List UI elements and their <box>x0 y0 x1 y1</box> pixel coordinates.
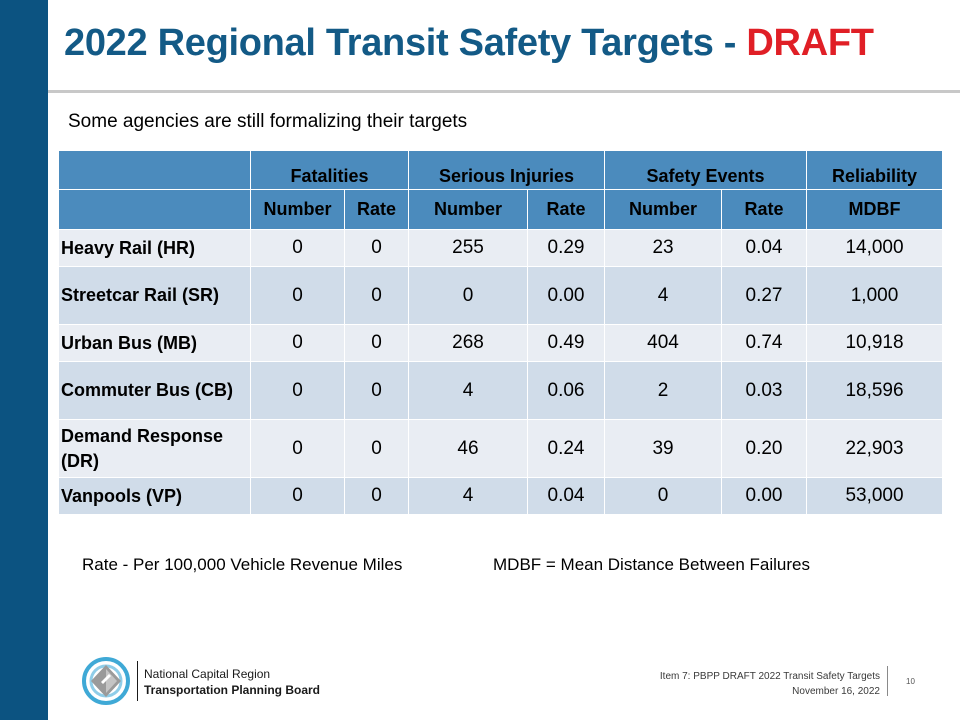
table-cell: 0.04 <box>721 229 808 267</box>
footer-item-date: November 16, 2022 <box>792 686 880 697</box>
table-cell: 0 <box>250 477 345 515</box>
table-row: Heavy Rail (HR) 0 0 255 0.29 23 0.04 14,… <box>58 229 944 267</box>
logo-divider <box>137 661 138 701</box>
group-header-serious-injuries: Serious Injuries <box>407 150 606 190</box>
table-cell: 0 <box>344 361 409 420</box>
footer-divider <box>887 666 888 696</box>
sub-header-fatalities-rate: Rate <box>344 189 409 230</box>
table-cell: 0 <box>250 266 345 325</box>
slide-subtitle: Some agencies are still formalizing thei… <box>68 111 468 132</box>
table-row: Streetcar Rail (SR) 0 0 0 0.00 4 0.27 1,… <box>58 266 944 325</box>
header-corner <box>58 150 251 190</box>
table-cell: 0 <box>250 361 345 420</box>
mode-label: Heavy Rail (HR) <box>58 229 251 267</box>
table-cell: 0 <box>344 229 409 267</box>
title-draft-label: DRAFT <box>746 22 874 64</box>
table-cell: 0.24 <box>526 419 606 478</box>
sub-header-injuries-number: Number <box>408 189 528 230</box>
table-cell: 0 <box>344 477 409 515</box>
table-cell: 4 <box>408 477 528 515</box>
table-cell: 0 <box>344 419 409 478</box>
group-header-row: Fatalities Serious Injuries Safety Event… <box>58 150 944 190</box>
table-cell: 0 <box>250 229 345 267</box>
page-number: 10 <box>906 677 915 686</box>
table-cell: 404 <box>604 324 723 362</box>
sub-header-injuries-rate: Rate <box>526 189 606 230</box>
sub-header-row: Number Rate Number Rate Number Rate MDBF <box>58 189 944 230</box>
table-cell: 0 <box>604 477 723 515</box>
table-cell: 0.29 <box>526 229 606 267</box>
table-cell: 4 <box>604 266 723 325</box>
sub-header-events-number: Number <box>604 189 723 230</box>
mode-label: Demand Response (DR) <box>58 419 251 478</box>
table-cell: 0.20 <box>721 419 808 478</box>
left-accent-bar <box>0 0 48 720</box>
sub-header-corner <box>58 189 251 230</box>
mode-label: Vanpools (VP) <box>58 477 251 515</box>
table-cell: 255 <box>408 229 528 267</box>
table-row: Demand Response (DR) 0 0 46 0.24 39 0.20… <box>58 419 944 478</box>
mode-label: Commuter Bus (CB) <box>58 361 251 420</box>
table-cell: 53,000 <box>806 477 944 515</box>
group-header-reliability: Reliability <box>806 150 944 190</box>
table-cell: 0.27 <box>721 266 808 325</box>
table-cell: 0 <box>344 324 409 362</box>
footer-item-info: Item 7: PBPP DRAFT 2022 Transit Safety T… <box>660 669 880 699</box>
sub-header-events-rate: Rate <box>721 189 808 230</box>
group-header-safety-events: Safety Events <box>604 150 808 190</box>
mode-label: Streetcar Rail (SR) <box>58 266 251 325</box>
table-row: Vanpools (VP) 0 0 4 0.04 0 0.00 53,000 <box>58 477 944 515</box>
table-cell: 0.04 <box>526 477 606 515</box>
table-cell: 46 <box>408 419 528 478</box>
org-name-line2: Transportation Planning Board <box>144 683 321 697</box>
footer-item-title: Item 7: PBPP DRAFT 2022 Transit Safety T… <box>659 671 880 682</box>
table-cell: 0.06 <box>526 361 606 420</box>
group-header-fatalities: Fatalities <box>250 150 409 190</box>
table-row: Commuter Bus (CB) 0 0 4 0.06 2 0.03 18,5… <box>58 361 944 420</box>
table-cell: 14,000 <box>806 229 944 267</box>
table-cell: 0.03 <box>721 361 808 420</box>
table-cell: 23 <box>604 229 723 267</box>
rate-footnote: Rate - Per 100,000 Vehicle Revenue Miles <box>82 555 403 574</box>
safety-targets-table: Fatalities Serious Injuries Safety Event… <box>58 150 944 515</box>
table-cell: 0.49 <box>526 324 606 362</box>
table-cell: 4 <box>408 361 528 420</box>
table-cell: 10,918 <box>806 324 944 362</box>
title-divider <box>48 90 960 93</box>
table-cell: 22,903 <box>806 419 944 478</box>
table-cell: 18,596 <box>806 361 944 420</box>
table-cell: 0.00 <box>721 477 808 515</box>
table-cell: 0 <box>250 419 345 478</box>
tpb-logo-icon <box>82 657 130 705</box>
table-cell: 0.74 <box>721 324 808 362</box>
table-row: Urban Bus (MB) 0 0 268 0.49 404 0.74 10,… <box>58 324 944 362</box>
mdbf-footnote: MDBF = Mean Distance Between Failures <box>493 555 810 574</box>
mode-label: Urban Bus (MB) <box>58 324 251 362</box>
table-cell: 0 <box>250 324 345 362</box>
table-cell: 39 <box>604 419 723 478</box>
title-main: 2022 Regional Transit Safety Targets - <box>64 22 747 64</box>
table-cell: 0 <box>408 266 528 325</box>
sub-header-fatalities-number: Number <box>250 189 345 230</box>
table-cell: 0.00 <box>526 266 606 325</box>
table-cell: 268 <box>408 324 528 362</box>
slide-title: 2022 Regional Transit Safety Targets - D… <box>64 22 874 65</box>
table-cell: 2 <box>604 361 723 420</box>
table-cell: 0 <box>344 266 409 325</box>
org-name-line1: National Capital Region <box>144 667 271 681</box>
table-cell: 1,000 <box>806 266 944 325</box>
sub-header-mdbf: MDBF <box>806 189 944 230</box>
